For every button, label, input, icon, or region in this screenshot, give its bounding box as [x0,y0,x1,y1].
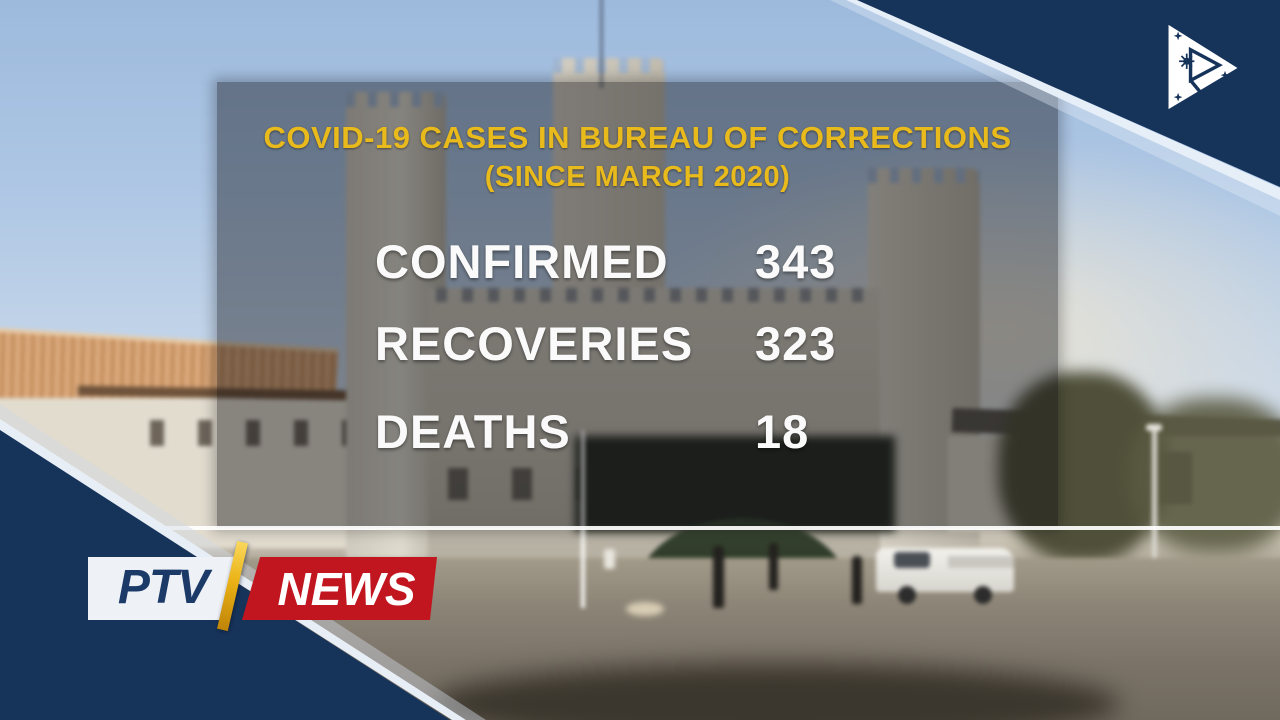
ptv-bug-box: PTV [88,557,238,620]
horizontal-divider-line [148,526,1280,530]
stat-value-recoveries: 323 [755,317,837,370]
lamppost-head [1146,424,1162,431]
left-wall-windows [150,420,350,446]
crenellation-center [553,58,665,73]
truck-bed [948,556,1014,568]
panel-title-line2: (SINCE MARCH 2020) [484,161,791,193]
truck-wheel [898,586,916,604]
pedestrian [604,549,615,569]
pedestrian [769,543,778,590]
flagpole-top [600,0,603,88]
tree [1128,398,1280,553]
stat-value-confirmed: 343 [755,235,837,288]
ptv-bug-text: PTV [117,561,209,614]
truck-wheel [974,586,992,604]
ptv-triangle-logo-icon [1168,24,1238,110]
stat-label-deaths: DEATHS [375,405,571,458]
flagpole [581,430,585,608]
stat-value-deaths: 18 [755,405,810,458]
pedestrian [713,546,724,608]
crenellation-left [346,92,446,107]
truck-window [894,552,930,568]
entrance-recess [575,436,895,532]
lamppost [1152,428,1157,606]
stats-panel: COVID-19 CASES IN BUREAU OF CORRECTIONS … [217,82,1058,528]
channel-bug: PTV NEWS [88,540,448,636]
panel-title-line1: COVID-19 CASES IN BUREAU OF CORRECTIONS [263,120,1012,155]
parapet [436,288,872,302]
road-shadow [430,664,1120,720]
light-patch [626,602,664,616]
news-bug-text: NEWS [277,562,416,615]
stat-label-recoveries: RECOVERIES [375,317,694,370]
pedestrian [852,556,862,604]
crenellation-right [868,168,980,183]
stat-label-confirmed: CONFIRMED [375,235,669,288]
news-bug-box: NEWS [242,557,437,620]
